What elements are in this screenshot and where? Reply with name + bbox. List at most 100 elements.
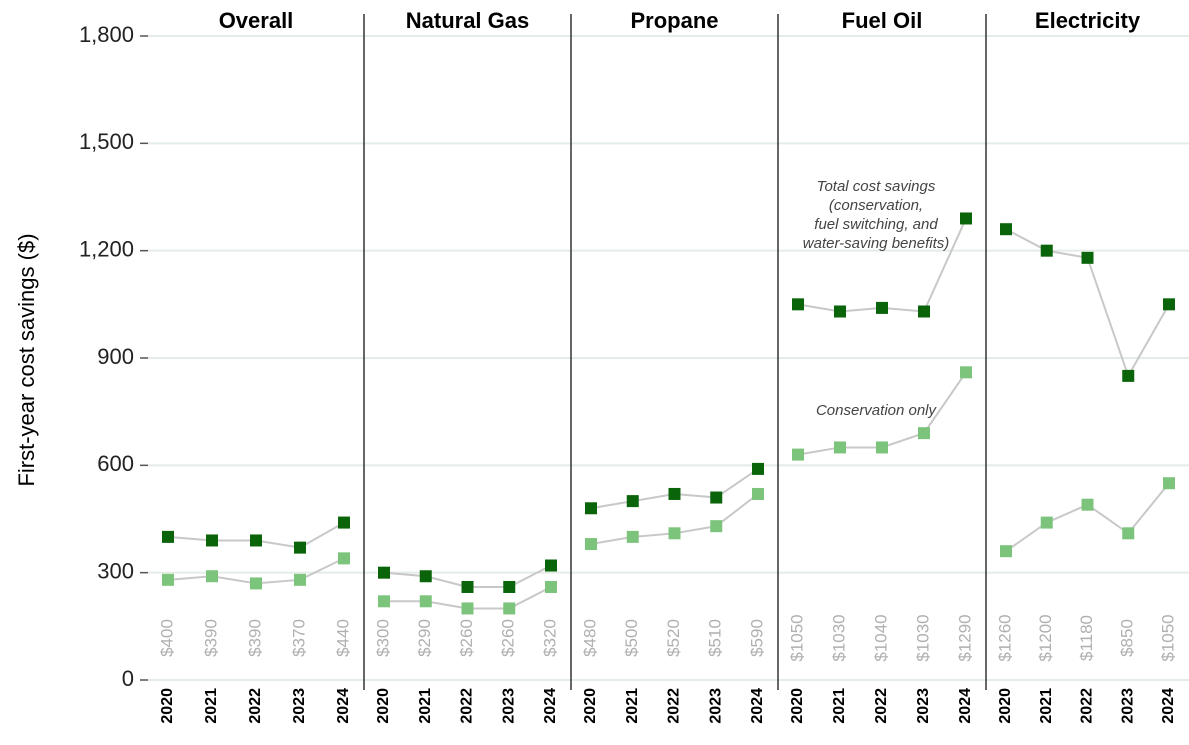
data-point <box>294 573 306 586</box>
value-label: $1040 <box>871 614 890 661</box>
data-point <box>668 487 681 500</box>
data-point <box>503 580 516 593</box>
data-point <box>1081 498 1094 511</box>
value-label: $260 <box>457 619 476 657</box>
data-point <box>1122 527 1135 540</box>
x-tick-label: 2022 <box>873 688 890 724</box>
data-point <box>545 559 557 572</box>
value-label: $1290 <box>955 614 974 661</box>
y-tick-label: 600 <box>97 451 134 476</box>
data-point <box>792 298 804 311</box>
value-label: $520 <box>664 619 683 657</box>
data-point <box>626 530 639 543</box>
x-tick-label: 2020 <box>159 688 176 724</box>
data-point <box>1163 477 1175 490</box>
x-tick-label: 2022 <box>666 688 683 724</box>
data-point <box>668 527 681 540</box>
value-label: $590 <box>747 619 766 657</box>
value-label: $1200 <box>1036 614 1055 661</box>
x-tick-label: 2024 <box>957 688 974 724</box>
panel-title: Fuel Oil <box>842 8 923 33</box>
value-label: $370 <box>289 619 308 657</box>
x-tick-label: 2023 <box>1119 688 1136 724</box>
value-label: $440 <box>333 619 352 657</box>
x-tick-label: 2021 <box>417 688 434 724</box>
y-tick-label: 900 <box>97 344 134 369</box>
data-point <box>206 570 218 583</box>
data-point <box>461 580 474 593</box>
data-point <box>876 301 888 314</box>
x-tick-label: 2021 <box>831 688 848 724</box>
annotation: (conservation, <box>829 197 923 214</box>
x-tick-label: 2022 <box>247 688 264 724</box>
data-point <box>1000 545 1012 558</box>
value-label: $1260 <box>995 614 1014 661</box>
annotation: Conservation only <box>816 402 938 419</box>
y-tick-label: 0 <box>122 666 134 691</box>
x-tick-label: 2024 <box>1160 688 1177 724</box>
data-point <box>378 595 390 608</box>
data-point <box>585 502 597 515</box>
value-label: $1050 <box>787 614 806 661</box>
x-tick-label: 2020 <box>997 688 1014 724</box>
data-point <box>918 427 930 440</box>
data-point <box>294 541 306 554</box>
data-point <box>250 534 262 547</box>
data-point <box>918 305 930 318</box>
data-point <box>834 305 846 318</box>
data-point <box>876 441 888 454</box>
data-point <box>960 366 972 379</box>
x-tick-label: 2024 <box>542 688 559 724</box>
data-point <box>419 595 432 608</box>
value-label: $300 <box>373 619 392 657</box>
data-point <box>338 552 350 565</box>
data-point <box>250 577 262 590</box>
data-point <box>1081 251 1094 264</box>
data-point <box>792 448 804 461</box>
data-point <box>834 441 846 454</box>
data-point <box>1040 244 1053 257</box>
x-tick-label: 2022 <box>459 688 476 724</box>
y-tick-label: 1,500 <box>79 129 134 154</box>
data-point <box>378 566 390 579</box>
data-point <box>162 573 174 586</box>
x-tick-label: 2023 <box>500 688 517 724</box>
panel-title: Electricity <box>1035 8 1141 33</box>
value-label: $1030 <box>913 614 932 661</box>
value-label: $390 <box>201 619 220 657</box>
x-tick-label: 2021 <box>624 688 641 724</box>
value-label: $500 <box>622 619 641 657</box>
x-tick-label: 2023 <box>915 688 932 724</box>
data-point <box>626 495 639 508</box>
x-tick-label: 2024 <box>749 688 766 724</box>
data-point <box>1000 223 1012 236</box>
data-point <box>338 516 350 529</box>
value-label: $390 <box>245 619 264 657</box>
data-point <box>585 538 597 551</box>
y-tick-label: 300 <box>97 558 134 583</box>
value-label: $400 <box>157 619 176 657</box>
x-tick-label: 2020 <box>582 688 599 724</box>
panel-title: Propane <box>630 8 718 33</box>
value-label: $260 <box>499 619 518 657</box>
value-label: $1030 <box>829 614 848 661</box>
annotation: Total cost savings <box>817 178 936 195</box>
value-label: $1180 <box>1077 615 1096 661</box>
annotation: water-saving benefits) <box>803 235 949 252</box>
data-point <box>710 520 723 533</box>
data-point <box>752 487 764 500</box>
value-label: $290 <box>415 619 434 657</box>
x-tick-label: 2022 <box>1079 688 1096 724</box>
value-label: $510 <box>706 619 725 657</box>
x-tick-label: 2020 <box>789 688 806 724</box>
x-tick-label: 2021 <box>1038 688 1055 724</box>
x-tick-label: 2023 <box>291 688 308 724</box>
x-tick-label: 2023 <box>707 688 724 724</box>
data-point <box>960 212 972 225</box>
y-axis-label: First-year cost savings ($) <box>14 233 39 486</box>
value-label: $1050 <box>1158 614 1177 661</box>
y-tick-label: 1,800 <box>79 22 134 47</box>
data-point <box>752 462 764 475</box>
data-point <box>1163 298 1175 311</box>
